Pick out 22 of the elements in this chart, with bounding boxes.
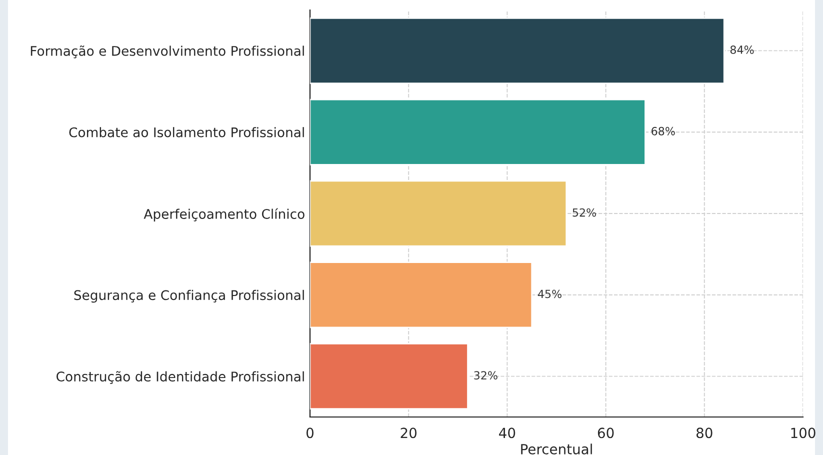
y-tick-label: Formação e Desenvolvimento Profissional — [30, 45, 304, 58]
bar — [310, 262, 533, 328]
x-axis-title: Percentual — [521, 444, 592, 454]
x-tick-label: 60 — [598, 428, 614, 438]
data-label: 52% — [572, 208, 596, 217]
bar — [310, 180, 568, 247]
bar — [310, 343, 468, 410]
data-label: 84% — [730, 46, 754, 54]
y-tick-label: Construção de Identidade Profissional — [56, 371, 304, 384]
y-tick-label: Aperfeiçoamento Clínico — [144, 208, 304, 222]
data-label: 68% — [652, 126, 675, 136]
x-tick-label: 80 — [696, 428, 712, 438]
x-tick-label: 20 — [400, 428, 417, 438]
x-tick-label: 100 — [791, 428, 816, 438]
bar — [310, 17, 725, 84]
x-tick-label: 40 — [499, 428, 516, 438]
bar — [310, 98, 646, 166]
data-label: 45% — [538, 290, 562, 298]
y-tick-label: Segurança e Confiança Profissional — [74, 290, 304, 303]
data-label: 32% — [474, 371, 498, 380]
y-tick-label: Combate ao Isolamento Profissional — [69, 127, 304, 138]
x-tick-label: 0 — [306, 428, 314, 438]
